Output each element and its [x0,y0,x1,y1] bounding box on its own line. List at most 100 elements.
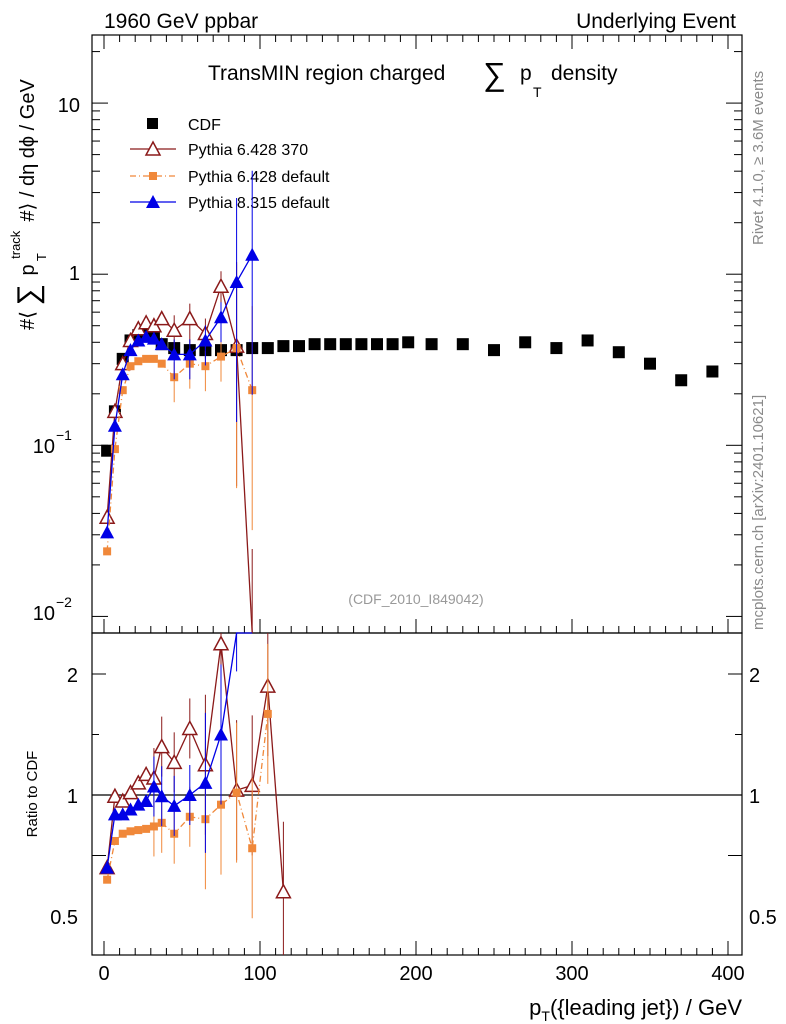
side-rivet-label: Rivet 4.1.0, ≥ 3.6M events [750,71,767,245]
ratio-point-p6-370 [181,719,199,736]
ratio-point-p6-default [263,709,272,718]
data-point-p8-default [123,343,138,357]
data-point-p6-370 [165,321,183,338]
ratio-point-p6-370 [275,883,292,899]
ratio-point-p6-default [118,829,127,838]
ratio-point-p6-default [232,788,241,797]
ratio-point-p6-370 [106,787,124,803]
ratio-point-p8-default [115,807,130,821]
data-point-cdf [308,338,321,351]
main-y-tick-labels: 10 1 10 −1 10 −2 [33,95,80,625]
header-left: 1960 GeV ppbar [104,10,258,33]
data-point-p8-default [146,331,161,345]
title-sum-symbol: ∑ [483,56,506,92]
analysis-watermark: (CDF_2010_I849042) [348,591,483,607]
side-mcplots-label: mcplots.cern.ch [arXiv:2401.10621] [750,395,767,630]
legend-marker-cdf [147,118,158,129]
data-point-p6-370 [153,310,170,326]
title-text: TransMIN region charged [208,62,445,85]
ratio-point-p6-370 [114,792,131,808]
data-point-p6-default [110,445,119,454]
series-line-p6-default [106,347,253,552]
ratio-point-p6-default [103,875,112,884]
data-point-p6-default [217,352,225,361]
x-axis-label: pT({leading jet}) / GeV [529,995,742,1024]
y-tick-exp-0p1: −1 [56,427,72,443]
data-point-p8-default [198,333,213,347]
data-point-cdf [261,342,274,355]
ratio-point-p6-default [110,836,119,845]
y-tick-label-1: 1 [69,263,80,285]
y-tick-label-10: 10 [58,95,80,117]
data-point-p8-default [115,367,130,381]
series-p6-370 [98,262,253,634]
data-point-p8-default [245,247,260,261]
data-point-p6-370 [106,402,124,419]
legend: CDF Pythia 6.428 370 Pythia 6.428 defaul… [130,117,330,212]
ratio-tick-labels: 2 1 0.5 2 1 0.5 [50,665,777,929]
data-point-p6-370 [98,508,116,524]
data-point-cdf [550,342,563,355]
ratio-series-p8-default [100,632,253,874]
ratio-point-p8-default [167,798,182,812]
legend-label-p6-default: Pythia 6.428 default [188,169,330,186]
data-point-p8-default [182,347,197,361]
series-p8-default [100,170,260,539]
data-point-cdf [644,357,656,370]
series-cdf [101,327,719,457]
y-axis-label: #⟨ ∑ p track T #⟩ / dη dϕ / GeV [3,79,51,330]
data-point-cdf [706,365,719,378]
ratio-point-p6-370 [130,774,147,790]
x-tick-100: 100 [243,963,276,985]
series-p6-default [103,264,257,556]
ratio-point-p8-default [123,802,138,816]
data-point-p8-default [214,310,228,324]
ratio-plot-frame [91,632,743,956]
axis-ticks [92,35,742,955]
ratio-point-p8-default [154,789,169,803]
data-point-cdf [371,338,383,351]
ratio-line-p6-370 [106,643,285,892]
ratio-point-p8-default [139,794,154,808]
ratio-tick-1-right: 1 [749,786,760,808]
title-p-sub: T [533,84,542,100]
plot-title: TransMIN region charged ∑ p T density [208,56,618,100]
y-tick-label-0p01: 10 [33,603,55,625]
legend-marker-p6-default [149,172,157,180]
ratio-point-p6-370 [153,738,170,754]
data-point-p8-default [167,347,182,361]
ratio-point-p8-default [182,788,197,801]
data-point-p6-default [126,362,135,371]
data-point-cdf [675,374,688,387]
data-point-p6-default [149,354,158,363]
y-tick-label-0p1: 10 [33,436,55,458]
ratio-series-layer [98,632,292,955]
data-point-cdf [324,338,337,351]
data-point-p6-default [157,359,166,368]
data-point-cdf [277,340,290,353]
data-point-p8-default [107,418,122,432]
ratio-tick-0p5: 0.5 [50,907,78,929]
svg-text:#⟨ ∑ p track: #⟨ ∑ p track T #⟩ / dη dϕ / GeV [3,79,51,330]
y-tick-exp-0p01: −2 [56,594,72,610]
legend-marker-p8-default [146,195,160,208]
ratio-point-p6-default [126,827,135,836]
ratio-point-p6-370 [137,765,155,782]
title-density: density [551,62,618,85]
data-point-cdf [339,338,352,351]
ratio-point-p6-default [248,844,257,853]
ratio-point-p6-370 [212,635,230,651]
data-point-p6-default [118,386,127,395]
ratio-series-p6-370 [98,633,292,955]
x-tick-200: 200 [399,963,432,985]
data-point-cdf [488,344,500,357]
data-point-cdf [581,334,594,347]
data-point-p6-default [142,354,151,363]
ratio-series-p6-default [103,643,272,919]
ratio-tick-1: 1 [67,786,78,808]
legend-marker-p6-370 [144,140,162,156]
data-point-cdf [386,338,399,351]
x-tick-0: 0 [98,963,109,985]
data-point-p8-default [154,337,169,351]
